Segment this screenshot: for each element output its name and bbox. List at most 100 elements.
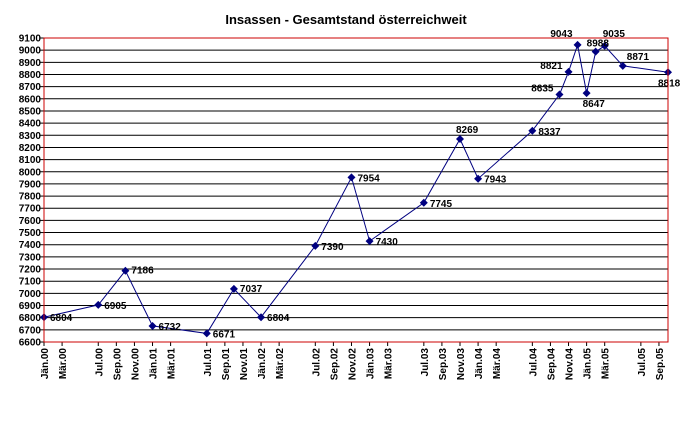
data-markers <box>40 40 672 338</box>
x-tick-label: Sep.03 <box>438 348 449 381</box>
y-tick-label: 8400 <box>19 119 42 130</box>
y-tick-label: 7100 <box>19 277 42 288</box>
x-tick-label: Jän.01 <box>149 348 160 380</box>
y-tick-label: 6900 <box>19 301 42 312</box>
x-tick-label: Sep.01 <box>221 348 232 381</box>
data-label: 9035 <box>603 29 626 40</box>
y-tick-label: 8800 <box>19 70 42 81</box>
data-label: 7390 <box>321 242 344 253</box>
y-tick-label: 7400 <box>19 240 42 251</box>
data-label: 8988 <box>587 39 610 50</box>
data-label: 6804 <box>50 313 73 324</box>
y-tick-label: 7600 <box>19 216 42 227</box>
x-tick-label: Jul.03 <box>420 348 431 377</box>
series-line <box>43 42 669 334</box>
y-tick-label: 6700 <box>19 325 42 336</box>
x-tick-label: Jän.05 <box>583 348 594 380</box>
data-label: 8647 <box>583 99 606 110</box>
data-label: 8337 <box>538 127 561 138</box>
data-label: 8818 <box>658 78 681 89</box>
x-tick-label: Jän.00 <box>40 348 51 380</box>
data-point <box>474 174 483 183</box>
x-tick-label: Sep.05 <box>655 348 666 381</box>
x-tick-label: Nov.04 <box>565 348 576 380</box>
x-tick-label: Mär.02 <box>275 348 286 380</box>
data-point <box>582 89 591 98</box>
x-tick-label: Jän.03 <box>366 348 377 380</box>
data-point <box>456 135 464 144</box>
y-tick-label: 7500 <box>19 228 42 239</box>
data-point <box>618 61 627 70</box>
data-point <box>347 173 356 182</box>
data-labels: 6804 6905 7186 6732 6671 7037 6804 7390 7954 7430… <box>50 29 681 340</box>
grid-lines <box>44 37 668 343</box>
data-point <box>94 300 103 309</box>
data-point <box>555 90 564 99</box>
data-point <box>229 284 238 293</box>
data-point <box>573 40 582 49</box>
data-label: 8871 <box>627 52 650 63</box>
y-tick-label: 8500 <box>19 106 42 117</box>
y-tick-label: 7800 <box>19 192 42 203</box>
data-label: 7037 <box>240 284 263 295</box>
y-tick-label: 8700 <box>19 82 42 93</box>
x-tick-label: Mär.01 <box>167 348 178 380</box>
plot-border <box>43 37 669 343</box>
x-tick-label: Sep.04 <box>546 348 557 381</box>
y-tick-label: 7300 <box>19 252 42 263</box>
data-label: 8635 <box>531 84 554 95</box>
data-point <box>419 198 428 207</box>
x-tick-label: Sep.02 <box>329 348 340 381</box>
y-tick-label: 7700 <box>19 204 42 215</box>
x-tick-label: Jul.00 <box>94 348 105 377</box>
y-tick-label: 6800 <box>19 313 42 324</box>
data-label: 8821 <box>540 61 563 72</box>
x-tick-label: Mär.03 <box>384 348 395 380</box>
x-tick-label: Nov.00 <box>130 348 141 380</box>
y-tick-label: 8000 <box>19 167 42 178</box>
data-label: 7954 <box>357 173 380 184</box>
x-tick-label: Jul.01 <box>203 348 214 377</box>
y-tick-label: 7900 <box>19 179 42 190</box>
data-point <box>365 237 374 246</box>
x-tick-label: Jän.02 <box>257 348 268 380</box>
data-label: 6804 <box>267 313 290 324</box>
y-tick-label: 8900 <box>19 58 42 69</box>
data-label: 6671 <box>213 329 236 340</box>
data-label: 7943 <box>484 175 507 186</box>
x-tick-label: Jul.02 <box>311 348 322 377</box>
data-label: 7430 <box>376 237 399 248</box>
x-tick-label: Jul.05 <box>637 348 648 377</box>
data-label: 7745 <box>430 199 453 210</box>
y-tick-label: 8300 <box>19 131 42 142</box>
x-tick-label: Mär.04 <box>492 348 503 380</box>
y-tick-label: 8600 <box>19 94 42 105</box>
data-label: 6732 <box>159 322 182 333</box>
data-point <box>257 313 266 322</box>
x-tick-label: Jul.04 <box>528 348 539 377</box>
y-tick-label: 8100 <box>19 155 42 166</box>
y-tick-label: 9100 <box>19 34 42 45</box>
data-label: 7186 <box>131 266 154 277</box>
x-tick-label: Mär.05 <box>601 348 612 380</box>
y-tick-label: 7000 <box>19 289 42 300</box>
y-tick-label: 7200 <box>19 265 42 276</box>
data-label: 9043 <box>550 29 573 40</box>
data-point <box>148 321 157 330</box>
x-axis-ticks: Jän.00 Mär.00 Jul.00 Sep.00 Nov.00 Jän.01 Mär.… <box>40 342 666 380</box>
data-point <box>528 126 537 135</box>
data-point <box>311 241 320 250</box>
x-tick-label: Sep.00 <box>112 348 123 381</box>
y-tick-label: 6600 <box>19 338 42 349</box>
data-point <box>202 329 211 338</box>
x-tick-label: Nov.01 <box>239 348 250 380</box>
x-tick-label: Jän.04 <box>474 348 485 380</box>
x-tick-label: Nov.03 <box>456 348 467 380</box>
y-tick-label: 9000 <box>19 46 42 57</box>
data-point <box>564 67 573 76</box>
y-tick-label: 8200 <box>19 143 42 154</box>
x-tick-label: Nov.02 <box>347 348 358 380</box>
x-tick-label: Mär.00 <box>58 348 69 380</box>
